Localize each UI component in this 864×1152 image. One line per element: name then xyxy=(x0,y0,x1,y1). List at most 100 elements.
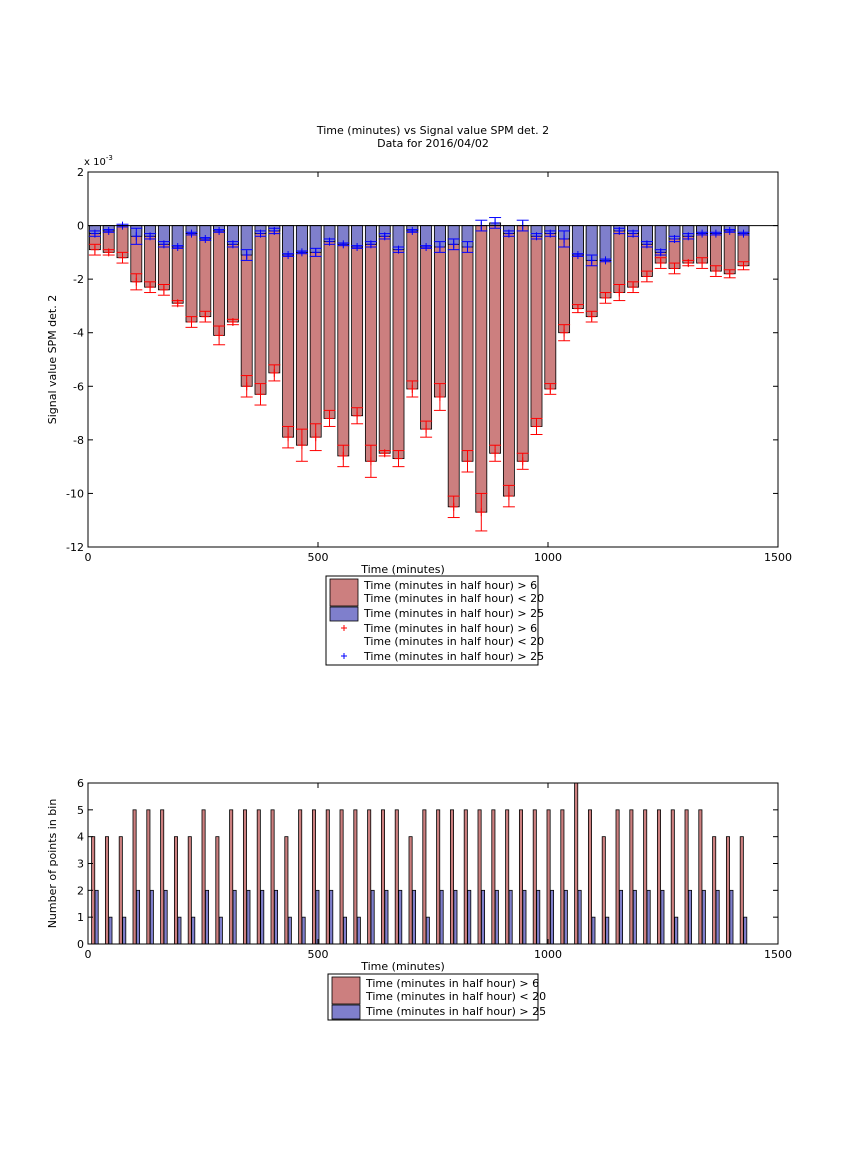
chart2-y-tick-label: 4 xyxy=(77,831,84,844)
chart2-bar-blue xyxy=(715,889,720,945)
chart1-axes-box xyxy=(87,171,779,548)
chart2-bar-red xyxy=(394,809,399,945)
chart2-bar-red xyxy=(463,809,468,945)
chart1-bar-red xyxy=(323,225,336,419)
chart1-y-exponent-power: -3 xyxy=(106,154,113,162)
chart2-bar-blue xyxy=(494,889,499,945)
chart2-bar-blue xyxy=(481,889,486,945)
chart2-bar-red xyxy=(739,836,744,945)
chart2-y-tick-label: 0 xyxy=(77,938,84,951)
chart2-bar-red xyxy=(173,836,178,945)
chart1-legend-label: Time (minutes in half hour) > 6 xyxy=(363,579,537,592)
chart2-y-tick-label: 2 xyxy=(77,884,84,897)
chart1-bar-red xyxy=(392,225,405,460)
chart2-bar-red xyxy=(201,809,206,945)
chart2-bar-blue xyxy=(163,889,168,945)
chart2-bar-red xyxy=(104,836,109,945)
chart2-bar-blue xyxy=(398,889,403,945)
chart2-x-axis-label: Time (minutes) xyxy=(360,960,445,973)
chart2-bar-blue xyxy=(412,889,417,945)
chart2-y-axis-label: Number of points in bin xyxy=(46,799,59,929)
chart1-bar-red xyxy=(364,225,377,462)
chart2-bar-blue xyxy=(232,889,237,945)
chart1-bar-blue xyxy=(599,225,612,261)
chart1-x-tick-label: 500 xyxy=(308,551,329,564)
chart2-bar-red xyxy=(215,836,220,945)
chart2-bar-red xyxy=(491,809,496,945)
chart1-bar-red xyxy=(461,225,474,462)
chart2-bar-blue xyxy=(453,889,458,945)
chart2-bar-blue xyxy=(177,916,182,945)
chart2-bar-red xyxy=(712,836,717,945)
chart2-bar-blue xyxy=(646,889,651,945)
chart2-bar-blue xyxy=(619,889,624,945)
chart1-y-tick-label: -8 xyxy=(73,434,84,447)
chart2-bar-blue xyxy=(508,889,513,945)
chart2-bar-blue xyxy=(149,889,154,945)
chart2-bar-blue xyxy=(577,889,582,945)
chart2-bar-red xyxy=(160,809,165,945)
chart2-x-tick-label: 1500 xyxy=(764,948,792,961)
chart1-legend-label: Time (minutes in half hour) < 20 xyxy=(363,592,544,605)
chart1-bar-red xyxy=(378,225,391,454)
chart1-x-tick-label: 1000 xyxy=(534,551,562,564)
chart1-legend-label: Time (minutes in half hour) > 25 xyxy=(363,650,544,663)
chart2-bar-red xyxy=(367,809,372,945)
chart2-bar-blue xyxy=(743,916,748,945)
chart2-bar-blue xyxy=(701,889,706,945)
chart2-bar-red xyxy=(339,809,344,945)
chart2-bar-red xyxy=(298,809,303,945)
chart2-bar-red xyxy=(436,809,441,945)
chart1-group: Time (minutes) vs Signal value SPM det. … xyxy=(46,124,792,666)
chart2-bar-red xyxy=(643,809,648,945)
chart2-bar-red xyxy=(615,809,620,945)
chart2-bar-red xyxy=(601,836,606,945)
chart1-legend-box xyxy=(325,575,539,666)
chart2-bar-red xyxy=(574,782,579,945)
chart2-bar-blue xyxy=(274,889,279,945)
chart2-bar-blue xyxy=(591,916,596,945)
chart2-bar-blue xyxy=(246,889,251,945)
chart2-bar-blue xyxy=(315,889,320,945)
chart1-legend-label: Time (minutes in half hour) < 20 xyxy=(363,635,544,648)
chart2-bar-blue xyxy=(674,916,679,945)
chart2-bar-red xyxy=(284,836,289,945)
chart2-group: 0 1 2 3 4 5 6 0 500 1000 1500 Time (minutes) Number … xyxy=(46,777,792,1021)
chart2-y-tick-label: 6 xyxy=(77,777,84,790)
chart2-legend-swatch-blue xyxy=(331,1004,361,1020)
chart1-bar-blue xyxy=(654,225,667,253)
chart1-y-tick-label: 2 xyxy=(77,166,84,179)
chart2-bar-blue xyxy=(136,889,141,945)
chart1-title: Time (minutes) vs Signal value SPM det. … xyxy=(316,124,549,137)
chart1-bar-blue xyxy=(282,225,295,256)
chart2-bar-blue xyxy=(439,889,444,945)
chart2-bar-red xyxy=(670,809,675,945)
chart1-y-tick-label: 0 xyxy=(77,220,84,233)
chart2-bar-red xyxy=(422,809,427,945)
chart2-bar-red xyxy=(505,809,510,945)
chart1-bar-red xyxy=(613,225,626,293)
chart2-bar-red xyxy=(242,809,247,945)
chart1-bar-red xyxy=(309,225,322,438)
chart2-bar-blue xyxy=(94,889,99,945)
chart2-bar-red xyxy=(656,809,661,945)
chart2-bar-blue xyxy=(467,889,472,945)
chart1-y-tick-label: -6 xyxy=(73,380,84,393)
chart1-bar-red xyxy=(268,225,281,374)
chart1-y-axis-label: Signal value SPM det. 2 xyxy=(46,295,59,425)
chart1-subtitle: Data for 2016/04/02 xyxy=(377,137,489,150)
chart2-bar-blue xyxy=(343,916,348,945)
chart2-bar-red xyxy=(532,809,537,945)
chart2-bar-blue xyxy=(191,916,196,945)
chart1-bar-red xyxy=(406,225,419,390)
chart2-bar-red xyxy=(229,809,234,945)
chart2-bar-blue xyxy=(108,916,113,945)
chart2-bar-blue xyxy=(660,889,665,945)
chart1-y-tick-label: -10 xyxy=(66,487,84,500)
chart2-bar-blue xyxy=(522,889,527,945)
chart1-bar-red xyxy=(489,225,502,454)
chart1-bar-blue xyxy=(571,225,584,256)
chart2-bar-blue xyxy=(260,889,265,945)
chart2-bar-red xyxy=(256,809,261,945)
chart2-legend-label: Time (minutes in half hour) < 20 xyxy=(365,990,546,1003)
